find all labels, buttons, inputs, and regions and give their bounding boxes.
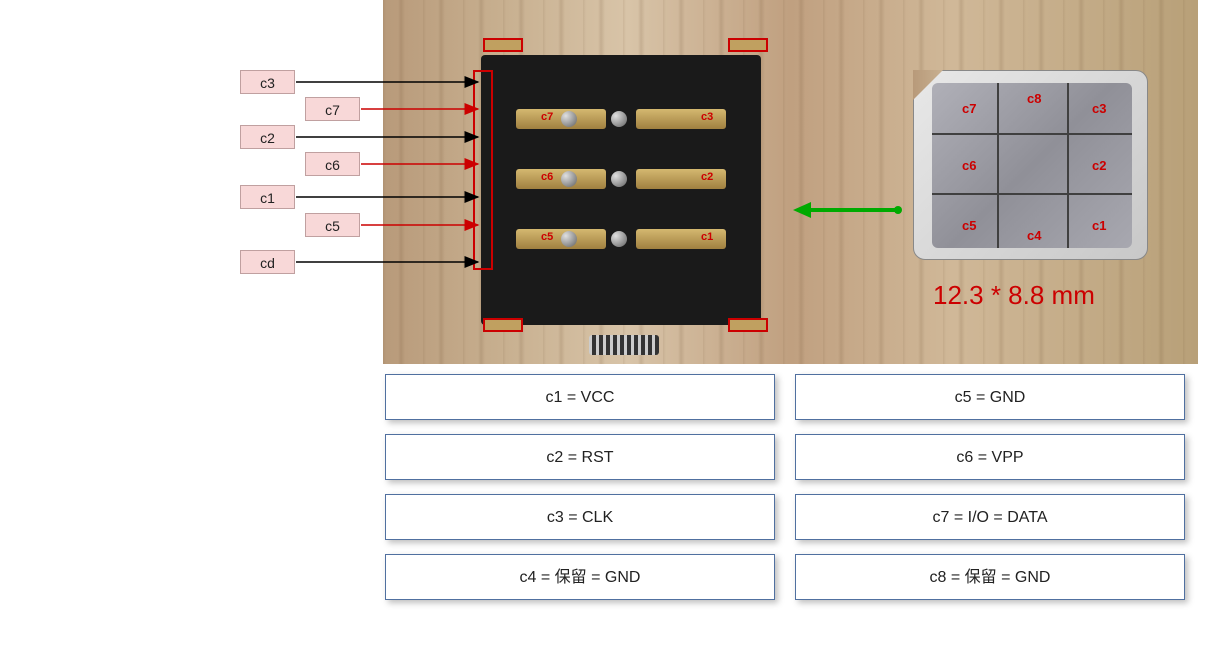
pin-highlight-frame (473, 70, 493, 270)
sim-pin-label: c8 (1027, 91, 1041, 106)
pin-ball (561, 231, 577, 247)
pin-ball (561, 111, 577, 127)
socket-pin-label: c3 (701, 111, 713, 123)
pin-ball (611, 231, 627, 247)
dimension-text: 12.3 * 8.8 mm (933, 280, 1095, 311)
photo-area: c7 c3 c6 c2 c5 c1 (383, 0, 1198, 364)
pin-ball (611, 111, 627, 127)
legend-right-col: c5 = GND c6 = VPP c7 = I/O = DATA c8 = 保… (795, 374, 1185, 614)
sim-pin-label: c2 (1092, 158, 1106, 173)
socket-mount-tab (483, 318, 523, 332)
socket-row-2: c6 c2 (501, 165, 741, 193)
callout-c5: c5 (305, 213, 360, 237)
callout-c3: c3 (240, 70, 295, 94)
legend-c6: c6 = VPP (795, 434, 1185, 480)
legend-c4: c4 = 保留 = GND (385, 554, 775, 600)
chip-trace (1067, 83, 1069, 248)
pin-ball (611, 171, 627, 187)
sim-pin-label: c7 (962, 101, 976, 116)
legend-c3: c3 = CLK (385, 494, 775, 540)
sim-pin-label: c4 (1027, 228, 1041, 243)
sim-socket: c7 c3 c6 c2 c5 c1 (481, 55, 761, 325)
socket-spring (589, 335, 659, 355)
legend-c1: c1 = VCC (385, 374, 775, 420)
sim-pin-label: c6 (962, 158, 976, 173)
socket-pin-label: c1 (701, 231, 713, 243)
legend-c5: c5 = GND (795, 374, 1185, 420)
sim-chip: c7 c8 c3 c6 c2 c5 c4 c1 (932, 83, 1132, 248)
legend-c7: c7 = I/O = DATA (795, 494, 1185, 540)
socket-mount-tab (728, 38, 768, 52)
callout-cd: cd (240, 250, 295, 274)
sim-card: c7 c8 c3 c6 c2 c5 c4 c1 (913, 70, 1148, 260)
socket-row-3: c5 c1 (501, 225, 741, 253)
callout-c2: c2 (240, 125, 295, 149)
socket-mount-tab (483, 38, 523, 52)
legend-left-col: c1 = VCC c2 = RST c3 = CLK c4 = 保留 = GND (385, 374, 775, 614)
callout-c6: c6 (305, 152, 360, 176)
socket-pin-label: c2 (701, 171, 713, 183)
chip-trace (932, 193, 1132, 195)
legend-c8: c8 = 保留 = GND (795, 554, 1185, 600)
legend-c2: c2 = RST (385, 434, 775, 480)
chip-trace (997, 83, 999, 248)
sim-pin-label: c5 (962, 218, 976, 233)
insert-arrow-icon (793, 200, 903, 220)
socket-pin-label: c7 (541, 111, 553, 123)
sim-pin-label: c3 (1092, 101, 1106, 116)
chip-trace (932, 133, 1132, 135)
socket-pin-label: c5 (541, 231, 553, 243)
socket-pin-label: c6 (541, 171, 553, 183)
socket-mount-tab (728, 318, 768, 332)
pin-ball (561, 171, 577, 187)
callout-c1: c1 (240, 185, 295, 209)
sim-pin-label: c1 (1092, 218, 1106, 233)
socket-row-1: c7 c3 (501, 105, 741, 133)
callout-c7: c7 (305, 97, 360, 121)
